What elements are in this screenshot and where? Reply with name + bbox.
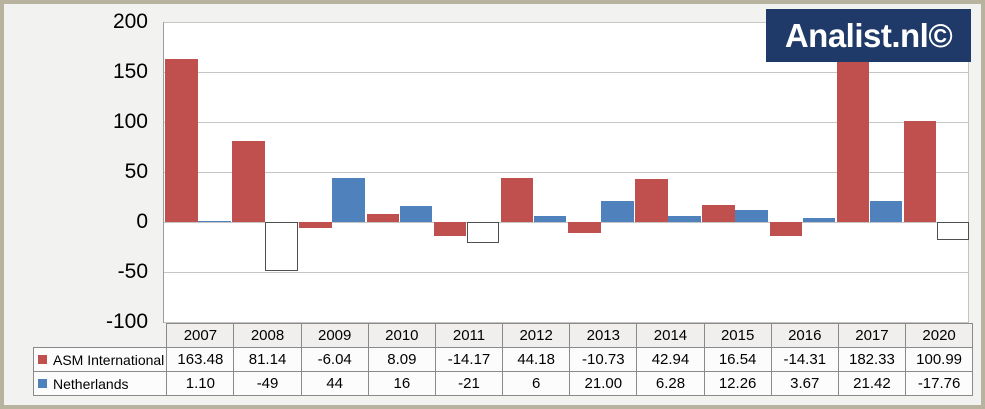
year-header-cell: 2015 bbox=[703, 323, 772, 348]
y-axis-tick-label: 150 bbox=[112, 60, 148, 83]
value-cell: 3.67 bbox=[770, 371, 839, 396]
value-cell: 182.33 bbox=[837, 347, 907, 372]
value-cell: 16.54 bbox=[703, 347, 772, 372]
bar-asm-2009 bbox=[299, 222, 332, 229]
value-cell: 44.18 bbox=[502, 347, 571, 372]
year-header-cell: 2008 bbox=[233, 323, 302, 348]
bar-nl-2009 bbox=[332, 178, 365, 222]
series-name-label: Netherlands bbox=[53, 375, 129, 392]
table-row: Netherlands 1.10 -49 44 16 -21 6 21.00 6.28 12.26… bbox=[32, 371, 974, 396]
gridline bbox=[164, 172, 968, 173]
series-name-cell: Netherlands bbox=[32, 371, 168, 396]
bar-nl-2015 bbox=[735, 209, 768, 222]
value-cell: -14.31 bbox=[770, 347, 839, 372]
bar-nl-2007 bbox=[198, 220, 231, 222]
y-axis-tick-label: 50 bbox=[124, 160, 148, 183]
brand-watermark-text: Analist.nl© bbox=[784, 16, 953, 54]
value-cell: -17.76 bbox=[905, 371, 974, 396]
y-axis-tick-label: -50 bbox=[117, 260, 148, 283]
value-cell: 42.94 bbox=[636, 347, 705, 372]
bar-asm-2014 bbox=[635, 179, 668, 222]
year-header-cell: 2016 bbox=[770, 323, 839, 348]
year-header-cell: 2014 bbox=[636, 323, 705, 348]
value-cell: 12.26 bbox=[703, 371, 772, 396]
year-header-cell: 2007 bbox=[166, 323, 235, 348]
bar-asm-2007 bbox=[165, 58, 198, 222]
bar-nl-2012 bbox=[533, 216, 567, 222]
value-cell: 8.09 bbox=[367, 347, 436, 372]
bar-asm-2010 bbox=[366, 213, 399, 222]
data-table: 2007 2008 2009 2010 2011 2012 2013 2014 2015 2016… bbox=[32, 323, 974, 396]
bar-asm-2017 bbox=[836, 39, 870, 222]
bar-nl-2014 bbox=[668, 215, 701, 222]
year-header-cell: 2010 bbox=[367, 323, 436, 348]
value-cell: 163.48 bbox=[166, 347, 235, 372]
y-axis-tick-label: 100 bbox=[112, 110, 148, 133]
year-header-cell: 2009 bbox=[300, 323, 369, 348]
legend-swatch-icon bbox=[38, 379, 47, 389]
plot-area bbox=[163, 22, 970, 323]
value-cell: 1.10 bbox=[166, 371, 235, 396]
series-name-cell: ASM International bbox=[32, 347, 168, 372]
bar-nl-2016 bbox=[802, 218, 835, 222]
brand-watermark: Analist.nl© bbox=[766, 9, 971, 62]
value-cell: -14.17 bbox=[434, 347, 504, 372]
table-corner-cell bbox=[34, 324, 167, 348]
year-header-cell: 2020 bbox=[905, 323, 974, 348]
y-axis-tick-label: -100 bbox=[105, 310, 148, 333]
bar-nl-2008 bbox=[265, 222, 298, 271]
value-cell: 6 bbox=[502, 371, 571, 396]
table-row: ASM International 163.48 81.14 -6.04 8.09 -14… bbox=[32, 347, 974, 372]
bar-asm-2011 bbox=[433, 222, 467, 237]
bar-nl-2020 bbox=[936, 222, 970, 240]
table-header-row: 2007 2008 2009 2010 2011 2012 2013 2014 2015 2016… bbox=[34, 323, 974, 348]
bar-nl-2011 bbox=[466, 222, 500, 243]
value-cell: 6.28 bbox=[636, 371, 705, 396]
gridline bbox=[164, 122, 968, 123]
value-cell: -6.04 bbox=[300, 347, 369, 372]
value-cell: -10.73 bbox=[569, 347, 638, 372]
bar-asm-2020 bbox=[903, 121, 937, 222]
bar-asm-2012 bbox=[500, 177, 534, 222]
bar-asm-2013 bbox=[568, 222, 601, 233]
bar-asm-2008 bbox=[232, 140, 265, 222]
series-name-label: ASM International bbox=[53, 351, 165, 368]
gridline bbox=[164, 322, 968, 323]
year-header-cell: 2013 bbox=[569, 323, 638, 348]
legend-swatch-icon bbox=[38, 355, 47, 365]
bar-asm-2015 bbox=[702, 205, 735, 222]
value-cell: 16 bbox=[367, 371, 436, 396]
year-header-cell: 2011 bbox=[434, 323, 504, 348]
bar-nl-2010 bbox=[399, 206, 432, 222]
year-header-cell: 2012 bbox=[502, 323, 571, 348]
value-cell: 81.14 bbox=[233, 347, 302, 372]
value-cell: 44 bbox=[300, 371, 369, 396]
y-axis-tick-label: 200 bbox=[112, 10, 148, 33]
gridline bbox=[164, 222, 968, 223]
value-cell: 21.42 bbox=[837, 371, 907, 396]
gridline bbox=[164, 22, 968, 23]
year-header-cell: 2017 bbox=[837, 323, 907, 348]
value-cell: -49 bbox=[233, 371, 302, 396]
gridline bbox=[164, 272, 968, 273]
bar-nl-2013 bbox=[601, 201, 634, 222]
gridline bbox=[164, 72, 968, 73]
y-axis-tick-label: 0 bbox=[136, 210, 148, 233]
value-cell: 100.99 bbox=[905, 347, 974, 372]
bar-nl-2017 bbox=[869, 200, 903, 222]
bar-asm-2016 bbox=[769, 222, 802, 237]
value-cell: -21 bbox=[434, 371, 504, 396]
value-cell: 21.00 bbox=[569, 371, 638, 396]
